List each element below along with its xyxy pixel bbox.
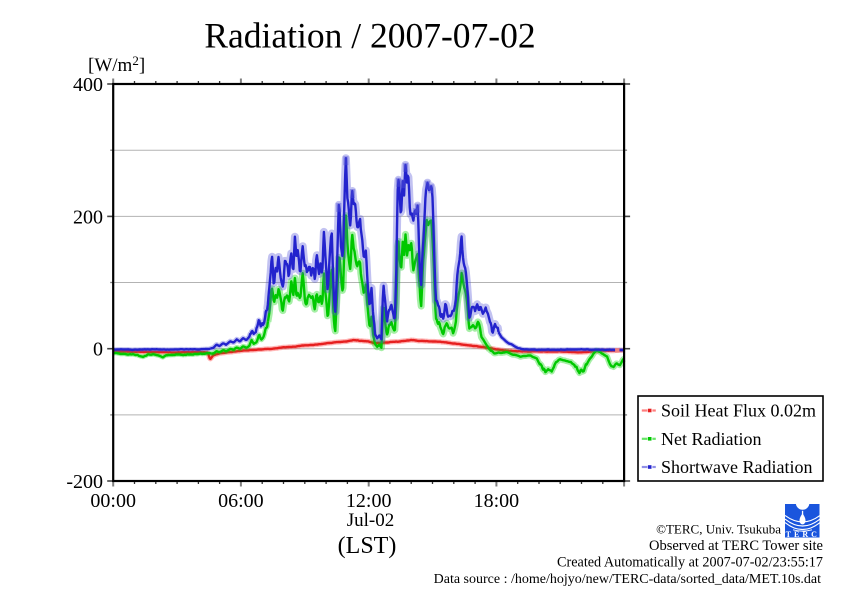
svg-text:0: 0 — [93, 339, 103, 361]
svg-text:200: 200 — [73, 206, 103, 228]
svg-text:18:00: 18:00 — [474, 490, 520, 512]
svg-text:-200: -200 — [66, 471, 103, 493]
svg-text:00:00: 00:00 — [90, 490, 136, 512]
svg-text:©TERC, Univ. Tsukuba: ©TERC, Univ. Tsukuba — [656, 522, 781, 537]
svg-text:Observed at TERC Tower site: Observed at TERC Tower site — [649, 538, 823, 554]
svg-text:Soil Heat Flux 0.02m: Soil Heat Flux 0.02m — [661, 401, 816, 421]
svg-text:Radiation / 2007-07-02: Radiation / 2007-07-02 — [204, 16, 535, 56]
svg-text:Jul-02: Jul-02 — [347, 510, 395, 531]
svg-text:Created Automatically at 2007-: Created Automatically at 2007-07-02/23:5… — [557, 555, 823, 571]
svg-text:TERC: TERC — [786, 530, 820, 539]
svg-text:12:00: 12:00 — [346, 490, 392, 512]
svg-text:[W/m2]: [W/m2] — [88, 53, 145, 76]
svg-text:Net Radiation: Net Radiation — [661, 429, 761, 449]
svg-text:Shortwave Radiation: Shortwave Radiation — [661, 457, 812, 477]
svg-text:Data source : /home/hojyo/new/: Data source : /home/hojyo/new/TERC-data/… — [434, 572, 821, 587]
svg-text:400: 400 — [73, 74, 103, 96]
svg-text:(LST): (LST) — [338, 533, 397, 559]
svg-text:06:00: 06:00 — [218, 490, 264, 512]
